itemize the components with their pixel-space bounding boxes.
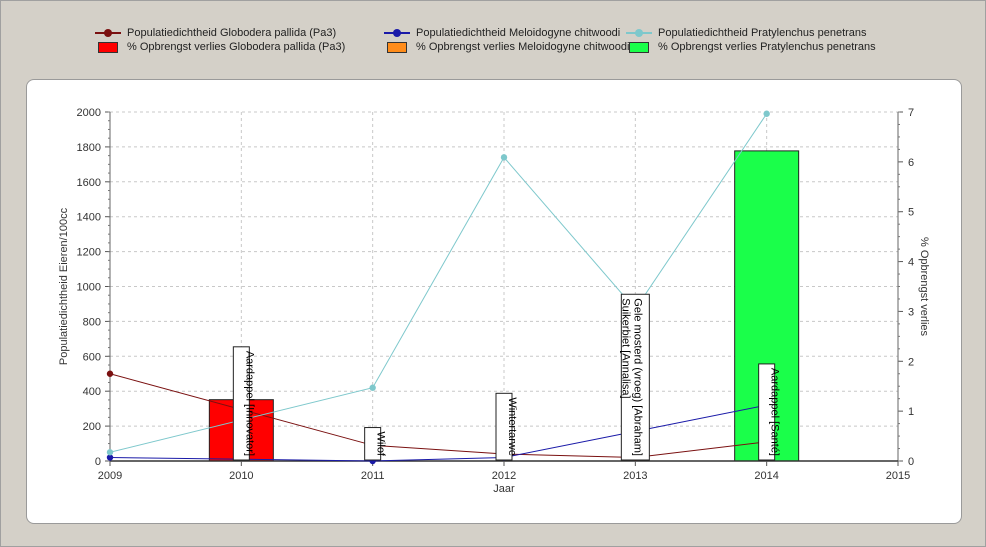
y2-tick-label: 6 [908,157,914,169]
legend-label: Populatiedichtheid Meloidogyne chitwoodi [416,27,621,39]
legend-line-swatch [384,26,410,40]
chart-panel: 0 200 400 600 800 1000 1200 1400 1600 1800 2000 0 1 2… [26,79,962,524]
x-tick-label: 2014 [754,470,778,482]
x-tick-label: 2013 [623,470,647,482]
y-tick-label: 200 [83,421,101,433]
crop-label-text: Aardappel [Innovator] [243,351,255,456]
y-axis-title: Populatiedichtheid Eieren/100cc [58,207,70,365]
crop-label-text: Aardappel [Santé] [769,368,781,456]
y-tick-label: 400 [83,386,101,398]
series-1 [106,401,770,465]
data-point [106,370,114,377]
series-line [109,373,767,459]
chart: 0 200 400 600 800 1000 1200 1400 1600 1800 2000 0 1 2… [58,107,930,495]
crop-label-text: Wilof [375,432,387,457]
crop-label: Wintertarwe [495,392,518,461]
x-tick-label: 2009 [98,470,122,482]
y-tick-label: 1400 [77,212,101,224]
y-tick-label: 1200 [77,247,101,259]
y-tick-label: 600 [83,351,101,363]
legend-label: Populatiedichtheid Globodera pallida (Pa… [127,27,337,39]
legend-box-swatch [629,41,649,53]
y-tick-label: 1600 [77,177,101,189]
legend-label: % Opbrengst verlies Meloidogyne chitwood… [416,41,630,53]
crop-label: Gele mosterd (vroeg) [Abraham]Suikerbiet… [619,293,650,461]
series-0 [106,370,770,461]
y2-tick-label: 0 [908,456,914,468]
legend-item: % Opbrengst verlies Pratylenchus penetra… [626,40,876,54]
series-line [109,113,768,453]
y-tick-label: 2000 [77,107,101,119]
crop-label: Aardappel [Innovator] [232,346,255,461]
series-line [109,404,767,462]
legend-box-swatch [387,41,407,53]
y2-tick-label: 5 [908,207,914,219]
crop-label-box [758,363,776,461]
x-axis-title: Jaar [493,483,515,495]
legend-box-swatch [98,41,118,53]
legend-label: Populatiedichtheid Pratylenchus penetran… [658,27,867,39]
crop-label: Wilof [364,427,387,461]
y2-tick-label: 3 [908,306,914,318]
data-point [369,384,376,391]
y2-tick-label: 1 [908,406,914,418]
legend-item: Populatiedichtheid Pratylenchus penetran… [626,26,867,40]
legend-item: % Opbrengst verlies Globodera pallida (P… [95,40,345,54]
crop-label-text: Gele mosterd (vroeg) [Abraham]Suikerbiet… [619,298,643,456]
y-tick-label: 1800 [77,142,101,154]
x-tick-label: 2015 [886,470,910,482]
y-tick-label: 1000 [77,282,101,294]
legend-item: Populatiedichtheid Meloidogyne chitwoodi [384,26,620,40]
chart-legend: Populatiedichtheid Globodera pallida (Pa… [95,26,895,56]
data-point [500,154,508,161]
x-tick-label: 2010 [229,470,253,482]
data-point [106,449,114,456]
crop-label-box [495,392,513,461]
y-tick-label: 0 [95,456,101,468]
crop-label-box [620,293,650,461]
crop-label-text: Wintertarwe [506,397,518,456]
y2-tick-label: 4 [908,257,914,269]
x-tick-label: 2012 [492,470,516,482]
y2-tick-label: 2 [908,356,914,368]
legend-line-swatch [626,26,652,40]
crop-label: Aardappel [Santé] [758,363,781,461]
series-2 [106,110,770,456]
y-tick-label: 800 [83,316,101,328]
x-tick-label: 2011 [361,470,385,482]
legend-label: % Opbrengst verlies Globodera pallida (P… [127,41,346,53]
legend-item: Populatiedichtheid Globodera pallida (Pa… [95,26,336,40]
data-point [763,110,770,117]
legend-item: % Opbrengst verlies Meloidogyne chitwood… [384,40,629,54]
legend-line-swatch [95,26,121,40]
data-point [106,454,114,461]
crop-label-box [364,427,382,461]
legend-label: % Opbrengst verlies Pratylenchus penetra… [658,41,876,53]
crop-label-box [232,346,250,461]
y2-tick-label: 7 [908,107,914,119]
y2-axis-title: % Opbrengst verlies [918,237,930,337]
